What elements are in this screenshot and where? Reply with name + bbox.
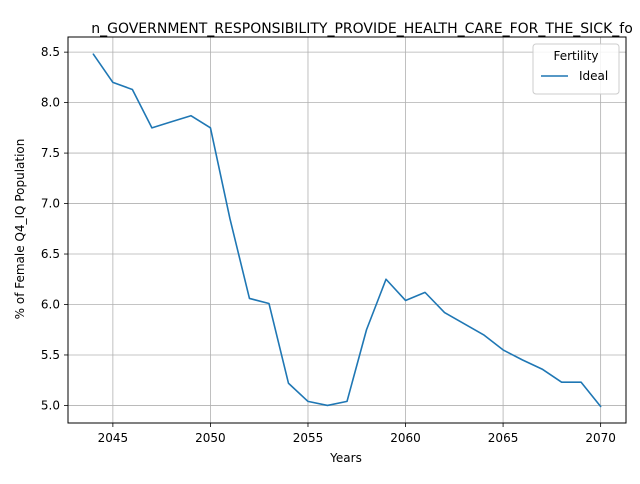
x-axis-title: Years	[329, 451, 362, 465]
series-line-ideal	[92, 53, 602, 408]
grid-layer	[68, 37, 626, 423]
y-tick-label: 8.5	[41, 45, 60, 59]
chart-title: n_GOVERNMENT_RESPONSIBILITY_PROVIDE_HEAL…	[91, 21, 633, 37]
x-tick-label: 2065	[488, 431, 519, 445]
y-tick-label: 7.0	[41, 197, 60, 211]
x-tick-label: 2045	[98, 431, 129, 445]
x-tick-label: 2055	[293, 431, 324, 445]
tick-layer: 2045 2050 2055 2060 2065 2070 5.0 5.5 6.0 6.5 7.0 7…	[41, 45, 616, 445]
y-axis-title: % of Female Q4_IQ Population	[13, 139, 27, 320]
legend-box	[532, 43, 620, 95]
y-tick-label: 6.0	[41, 297, 60, 311]
y-tick-label: 7.5	[41, 146, 60, 160]
legend-title: Fertility	[553, 49, 598, 63]
series-layer	[92, 53, 602, 408]
y-tick-label: 8.0	[41, 96, 60, 110]
legend: Fertility Ideal	[532, 43, 620, 95]
y-tick-label: 5.0	[41, 398, 60, 412]
x-tick-label: 2050	[195, 431, 226, 445]
x-tick-label: 2060	[390, 431, 421, 445]
plot-frame	[67, 36, 627, 424]
y-tick-label: 6.5	[41, 247, 60, 261]
y-tick-label: 5.5	[41, 348, 60, 362]
legend-entry: Ideal	[579, 69, 608, 83]
x-tick-label: 2070	[585, 431, 616, 445]
